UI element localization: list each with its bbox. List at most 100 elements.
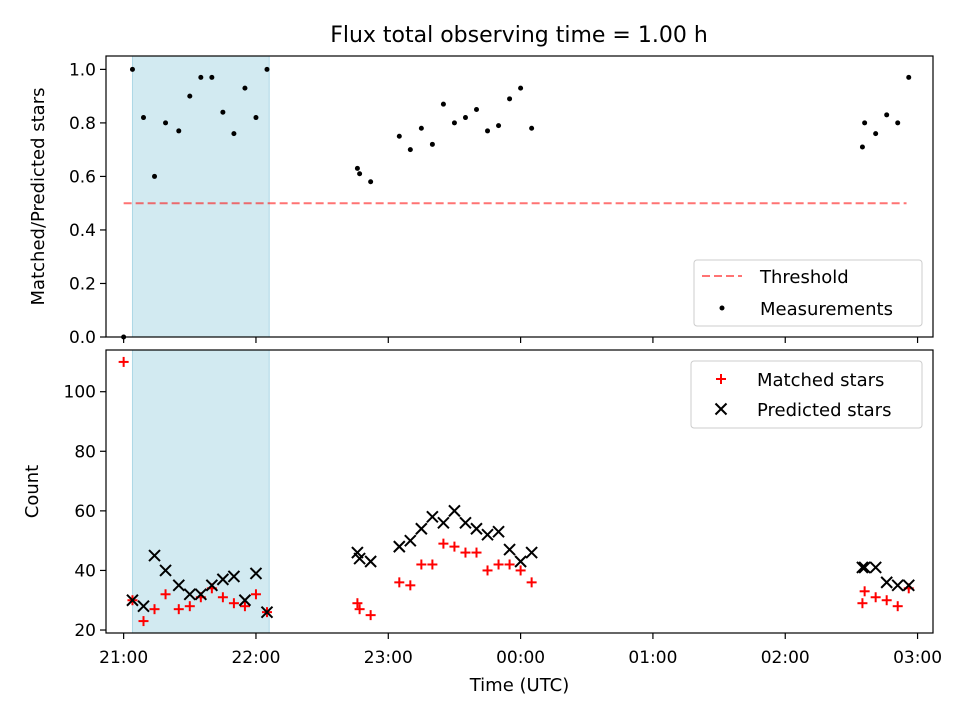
top-legend-box bbox=[693, 259, 923, 327]
predicted-point bbox=[353, 552, 366, 565]
matched-point bbox=[173, 604, 184, 615]
measurement-point bbox=[518, 85, 524, 91]
x-axis-label: Time (UTC) bbox=[469, 675, 570, 696]
marker-stroke bbox=[194, 588, 208, 601]
legend-measurements-label: Measurements bbox=[760, 299, 893, 320]
predicted-point bbox=[470, 522, 483, 535]
marker-stroke bbox=[415, 522, 428, 535]
matched-point bbox=[405, 580, 416, 591]
matched-point bbox=[394, 577, 405, 588]
predicted-point bbox=[437, 516, 450, 529]
measurement-point bbox=[368, 179, 374, 185]
measurement-point bbox=[242, 85, 248, 91]
measurement-point bbox=[906, 74, 912, 80]
x-tick-label: 02:00 bbox=[761, 648, 810, 668]
predicted-point bbox=[481, 528, 494, 541]
y-tick-label: 100 bbox=[64, 383, 96, 403]
matched-point bbox=[138, 616, 149, 627]
marker-stroke bbox=[470, 522, 483, 535]
legend-marker bbox=[716, 374, 726, 384]
bottom-shaded-interval bbox=[131, 349, 270, 634]
matched-point bbox=[118, 356, 129, 367]
marker-stroke bbox=[426, 510, 439, 524]
matched-point bbox=[352, 598, 363, 609]
predicted-point bbox=[260, 605, 274, 619]
marker-stroke bbox=[205, 579, 219, 592]
predicted-point bbox=[393, 540, 406, 553]
measurement-point bbox=[129, 66, 135, 72]
top-shaded-interval bbox=[131, 55, 270, 338]
measurement-point bbox=[253, 115, 259, 121]
matched-point bbox=[438, 538, 449, 549]
marker-stroke bbox=[393, 540, 406, 553]
x-tick-label: 01:00 bbox=[628, 648, 677, 668]
predicted-point bbox=[459, 516, 472, 529]
marker-stroke bbox=[159, 564, 172, 577]
marker-stroke bbox=[249, 567, 263, 580]
legend-predicted-label: Predicted stars bbox=[757, 400, 891, 421]
measurement-point bbox=[451, 120, 457, 126]
predicted-point bbox=[249, 567, 263, 580]
predicted-point bbox=[415, 522, 428, 535]
matched-point bbox=[239, 601, 250, 612]
measurement-point bbox=[496, 123, 502, 129]
predicted-point bbox=[205, 579, 219, 592]
measurement-point bbox=[462, 115, 468, 121]
marker-stroke bbox=[183, 588, 197, 601]
measurement-point bbox=[529, 125, 535, 131]
matched-point bbox=[515, 565, 526, 576]
marker-stroke bbox=[514, 555, 527, 568]
predicted-point bbox=[858, 561, 871, 574]
marker-stroke bbox=[902, 579, 915, 592]
predicted-point bbox=[227, 570, 241, 583]
marker-stroke bbox=[880, 576, 893, 589]
marker-stroke bbox=[858, 561, 871, 574]
matched-point bbox=[859, 586, 870, 597]
top-axes-frame bbox=[105, 55, 934, 338]
x-tick-label: 21:00 bbox=[99, 648, 148, 668]
measurements-series bbox=[121, 66, 912, 340]
predicted-point bbox=[194, 588, 208, 601]
marker-stroke bbox=[856, 561, 869, 574]
measurement-point bbox=[485, 128, 491, 134]
matched-point bbox=[228, 598, 239, 609]
figure-title: Flux total observing time = 1.00 h bbox=[330, 23, 708, 48]
top-panel: 0.0 0.2 0.4 0.6 0.8 1.0 Matched/Predicted sta… bbox=[28, 55, 934, 348]
marker-stroke bbox=[437, 516, 450, 529]
matched-point bbox=[881, 595, 892, 606]
matched-point bbox=[149, 604, 160, 615]
bottom-y-axis-label: Count bbox=[22, 465, 43, 518]
marker-stroke bbox=[260, 605, 274, 619]
measurement-point bbox=[198, 74, 204, 80]
shaded-interval bbox=[131, 349, 270, 634]
predicted-stars-series bbox=[126, 504, 915, 619]
matched-point bbox=[365, 610, 376, 621]
bottom-legend: Matched stars Predicted stars bbox=[690, 360, 923, 429]
predicted-point bbox=[492, 525, 505, 538]
marker-stroke bbox=[869, 561, 882, 574]
measurement-point bbox=[163, 120, 169, 126]
top-y-ticks: 0.0 0.2 0.4 0.6 0.8 1.0 bbox=[69, 60, 106, 348]
measurement-point bbox=[873, 131, 879, 137]
marker-stroke bbox=[714, 402, 728, 416]
measurement-point bbox=[264, 66, 270, 72]
measurement-point bbox=[507, 96, 513, 102]
matched-point bbox=[857, 598, 868, 609]
matched-point bbox=[526, 577, 537, 588]
marker-stroke bbox=[172, 579, 185, 592]
marker-stroke bbox=[492, 525, 505, 538]
matched-point bbox=[160, 589, 171, 600]
x-tick-label: 22:00 bbox=[231, 648, 280, 668]
matched-point bbox=[184, 601, 195, 612]
y-tick-label: 60 bbox=[74, 502, 96, 522]
bottom-x-ticks: 21:00 22:00 23:00 00:00 01:00 02:00 03:00 bbox=[99, 633, 942, 668]
predicted-point bbox=[172, 579, 185, 592]
measurement-point bbox=[152, 173, 158, 179]
measurement-point bbox=[884, 112, 890, 118]
measurement-point bbox=[357, 171, 363, 177]
marker-stroke bbox=[137, 599, 150, 613]
bottom-legend-box bbox=[690, 360, 923, 429]
y-tick-label: 80 bbox=[74, 442, 96, 462]
predicted-point bbox=[880, 576, 893, 589]
measurement-point bbox=[209, 74, 215, 80]
